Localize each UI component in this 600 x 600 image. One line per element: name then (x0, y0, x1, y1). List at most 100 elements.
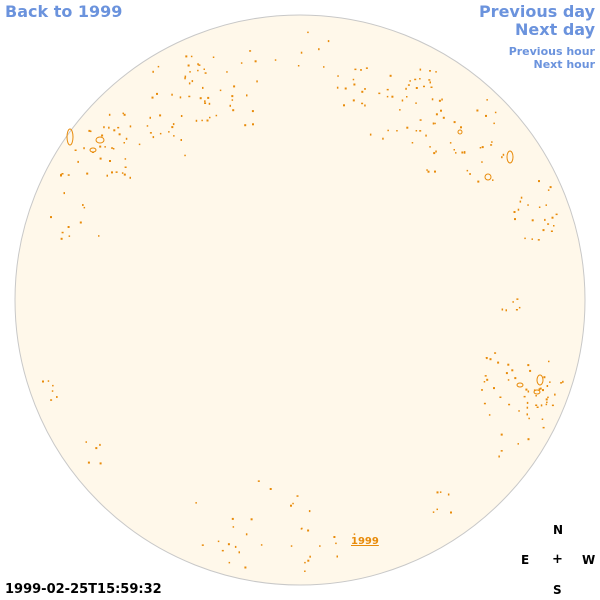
magnetic-feature (545, 403, 548, 406)
year-link[interactable]: 1999 (351, 536, 379, 547)
magnetic-feature (546, 401, 548, 404)
magnetic-feature (406, 96, 408, 98)
magnetic-feature (539, 387, 542, 390)
magnetic-feature (461, 151, 464, 154)
magnetic-feature (157, 65, 160, 68)
magnetic-feature (538, 388, 541, 391)
magnetic-feature (51, 390, 54, 392)
magnetic-feature (527, 364, 530, 367)
magnetic-feature (83, 206, 86, 209)
magnetic-feature (365, 67, 368, 69)
magnetic-feature (190, 55, 193, 58)
magnetic-feature (405, 87, 407, 90)
magnetic-feature (99, 145, 102, 148)
magnetic-feature (419, 78, 421, 80)
magnetic-feature (146, 125, 149, 127)
magnetic-feature (490, 144, 493, 146)
magnetic-feature (229, 104, 231, 107)
next-day-link[interactable]: Next day (515, 20, 595, 39)
magnetic-feature (300, 528, 303, 530)
magnetic-feature (425, 134, 427, 137)
magnetic-feature (463, 152, 466, 154)
magnetic-feature (221, 549, 224, 552)
magnetic-feature (498, 455, 500, 458)
magnetic-feature (353, 533, 356, 535)
magnetic-feature (434, 170, 436, 173)
magnetic-feature (542, 389, 544, 392)
magnetic-feature (549, 186, 552, 189)
magnetic-feature (254, 60, 257, 63)
magnetic-feature (184, 75, 187, 78)
magnetic-feature (531, 219, 534, 222)
magnetic-feature (52, 384, 54, 387)
magnetic-feature (327, 40, 330, 43)
magnetic-feature (104, 146, 106, 148)
magnetic-feature (171, 126, 174, 129)
active-region-features (42, 31, 564, 572)
magnetic-feature (307, 529, 310, 532)
magnetic-feature (108, 113, 111, 116)
compass-west: W (582, 553, 596, 567)
magnetic-feature (485, 357, 488, 359)
magnetic-feature (304, 561, 306, 564)
compass-south: S (553, 583, 562, 597)
magnetic-feature (82, 204, 84, 206)
magnetic-feature (171, 93, 173, 96)
next-hour-link[interactable]: Next hour (533, 58, 596, 71)
magnetic-feature (463, 151, 466, 153)
magnetic-feature (553, 225, 555, 227)
magnetic-feature (409, 80, 411, 82)
magnetic-feature (252, 123, 254, 126)
magnetic-contour (457, 129, 463, 135)
magnetic-feature (364, 88, 366, 90)
magnetic-feature (99, 443, 101, 446)
magnetic-feature (129, 125, 132, 128)
magnetic-contour (66, 128, 74, 146)
magnetic-feature (231, 95, 234, 98)
magnetic-feature (184, 77, 186, 80)
previous-day-link[interactable]: Previous day (478, 2, 595, 21)
magnetic-feature (121, 172, 124, 174)
magnetic-feature (527, 390, 530, 393)
magnetic-feature (511, 369, 514, 372)
magnetic-feature (406, 126, 409, 129)
magnetic-feature (526, 413, 528, 416)
magnetic-feature (435, 71, 437, 73)
magnetic-feature (538, 206, 541, 208)
magnetic-feature (389, 74, 392, 77)
magnetic-feature (515, 309, 518, 311)
magnetic-feature (195, 502, 197, 504)
magnetic-feature (61, 173, 64, 175)
magnetic-feature (514, 218, 516, 221)
magnetic-feature (122, 112, 124, 115)
magnetic-feature (512, 301, 514, 303)
magnetic-feature (537, 239, 540, 241)
magnetic-feature (551, 216, 554, 219)
magnetic-feature (79, 221, 82, 224)
magnetic-feature (396, 130, 398, 132)
previous-hour-link[interactable]: Previous hour (508, 45, 595, 58)
magnetic-feature (208, 102, 211, 105)
magnetic-feature (238, 551, 240, 554)
back-to-year-link[interactable]: Back to 1999 (5, 2, 123, 21)
magnetic-feature (419, 119, 422, 121)
magnetic-feature (188, 95, 191, 98)
magnetic-feature (476, 109, 479, 112)
magnetic-feature (129, 176, 131, 179)
magnetic-feature (391, 95, 394, 98)
magnetic-feature (244, 566, 247, 569)
magnetic-feature (83, 147, 85, 150)
magnetic-feature (352, 99, 355, 102)
magnetic-feature (203, 68, 205, 70)
magnetic-feature (296, 495, 299, 497)
magnetic-feature (90, 130, 92, 133)
magnetic-feature (551, 404, 554, 407)
magnetic-feature (562, 380, 564, 383)
magnetic-feature (201, 119, 203, 122)
magnetic-feature (500, 450, 503, 452)
magnetic-feature (387, 129, 389, 132)
magnetic-feature (434, 122, 436, 125)
magnetic-feature (491, 141, 493, 143)
magnetic-feature (540, 404, 543, 407)
magnetic-feature (469, 173, 471, 175)
